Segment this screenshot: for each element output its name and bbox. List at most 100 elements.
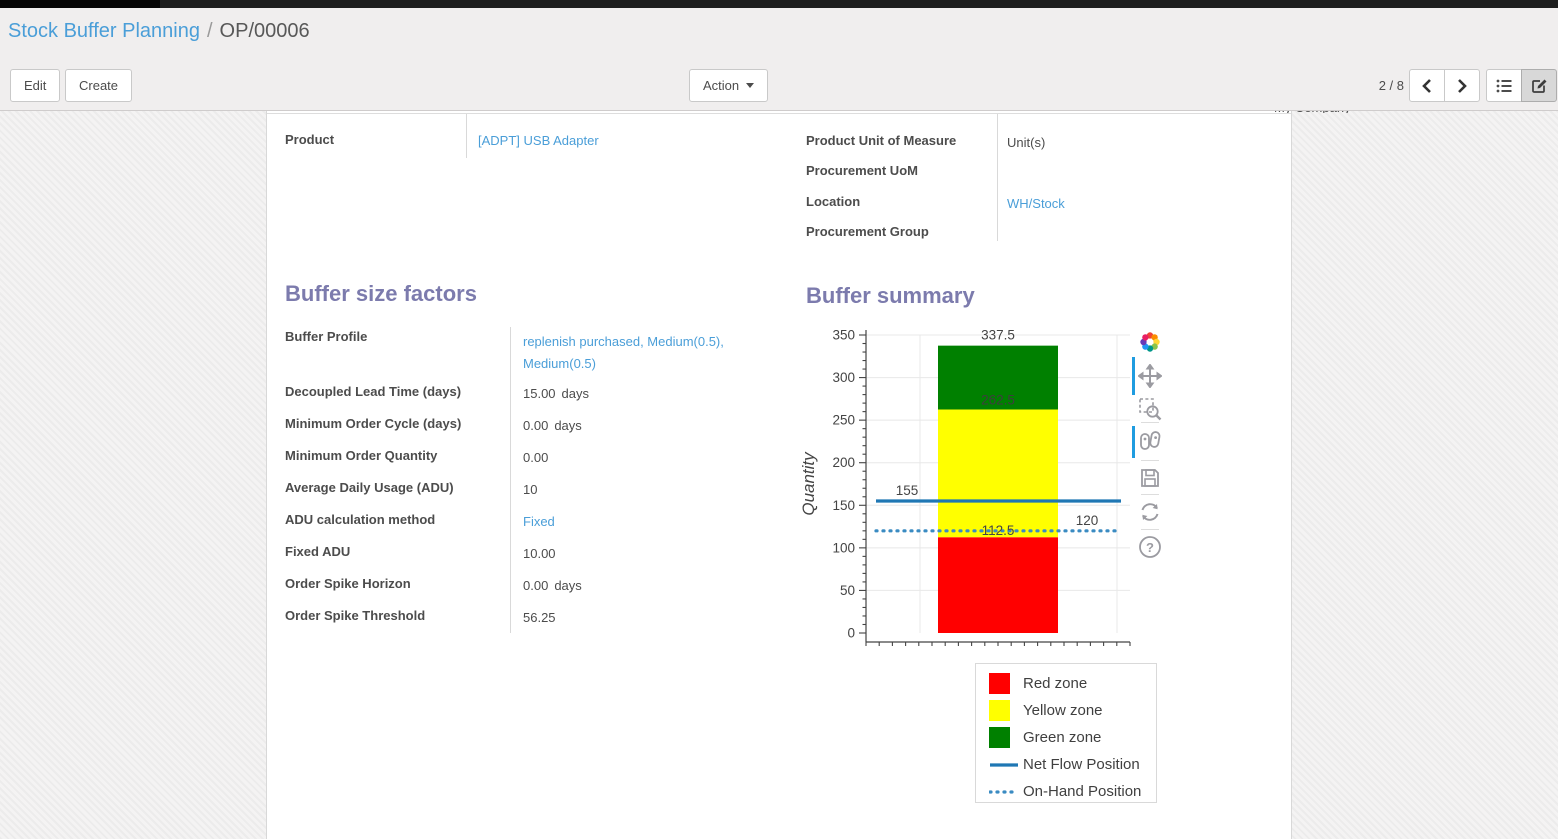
- form-view-button[interactable]: [1521, 69, 1557, 102]
- caret-down-icon: [746, 83, 755, 88]
- compare-hover-button[interactable]: [1137, 429, 1163, 455]
- legend-label: Yellow zone: [1023, 702, 1103, 719]
- field-label: Procurement UoM: [806, 163, 918, 178]
- breadcrumb-separator: /: [206, 20, 213, 42]
- clipped-row-remnant: My Company: [1274, 111, 1404, 113]
- field-value: 0.00: [523, 450, 549, 465]
- chart-value-label: 50: [840, 583, 855, 598]
- legend-label: Red zone: [1023, 675, 1088, 692]
- green-zone-bar: [938, 345, 1058, 410]
- reset-view-button[interactable]: [1137, 500, 1163, 526]
- field-label: Order Spike Threshold: [285, 608, 426, 623]
- field-unit: days: [554, 418, 582, 433]
- legend-swatch: [989, 700, 1023, 721]
- form-view-icon: [1531, 79, 1546, 93]
- chevron-right-icon: [1458, 78, 1467, 93]
- chart-value-label: 262.5: [981, 393, 1015, 408]
- chart-value-label: 120: [1076, 513, 1099, 528]
- top-bar-accent: [0, 0, 160, 8]
- plotly-logo-button[interactable]: [1137, 330, 1163, 356]
- modebar-divider: [1141, 460, 1159, 461]
- legend-swatch: [989, 673, 1023, 694]
- help-button[interactable]: ?: [1137, 535, 1163, 561]
- field-value: 0.00 days: [523, 418, 582, 433]
- buffer-summary-chart: 337.5 262.5 112.5 155 120 0 50 100 150 200 250 300 3…: [799, 328, 1131, 646]
- field-value-link[interactable]: replenish purchased, Medium(0.5), Medium…: [523, 334, 724, 371]
- field-label: Minimum Order Cycle (days): [285, 416, 462, 431]
- pager-previous-button[interactable]: [1409, 69, 1445, 102]
- view-switcher: [1486, 69, 1557, 102]
- field-label: Location: [806, 194, 861, 209]
- legend-swatch: [989, 727, 1023, 748]
- field-label: Procurement Group: [806, 224, 929, 239]
- field-value: 10: [523, 482, 538, 497]
- legend-item-red-zone[interactable]: Red zone: [976, 670, 1156, 697]
- pager-counter: 2 / 8: [1378, 78, 1404, 93]
- row-top-border: [267, 113, 1291, 114]
- buffer-summary-heading: Buffer summary: [806, 283, 975, 308]
- legend-swatch: [989, 761, 1023, 769]
- field-value-link[interactable]: Fixed: [523, 514, 555, 529]
- field-label: Product Unit of Measure: [806, 133, 957, 148]
- field-value-link[interactable]: WH/Stock: [1007, 196, 1065, 211]
- field-label: Buffer Profile: [285, 329, 368, 344]
- legend-swatch: [989, 788, 1023, 796]
- chart-legend: Red zone Yellow zone Green zone Net Flow Po…: [975, 663, 1157, 803]
- compare-data-icon: [1140, 431, 1161, 450]
- pager-next-button[interactable]: [1444, 69, 1480, 102]
- refresh-icon: [1141, 503, 1159, 521]
- field-label: Minimum Order Quantity: [285, 448, 438, 463]
- field-unit: days: [561, 386, 590, 401]
- chart-value-label: 350: [832, 328, 855, 343]
- product-group-separator: [466, 114, 467, 158]
- chart-value-label: 112.5: [982, 523, 1015, 538]
- modebar-active-indicator: [1132, 426, 1135, 458]
- save-chart-button[interactable]: [1137, 466, 1163, 492]
- field-value: Unit(s): [1007, 135, 1046, 150]
- chart-value-label: 0: [847, 626, 855, 641]
- breadcrumb-parent-link[interactable]: Stock Buffer Planning: [8, 20, 200, 42]
- list-view-button[interactable]: [1486, 69, 1522, 102]
- pager-buttons: [1409, 69, 1480, 102]
- chart-value-label: 250: [832, 413, 855, 428]
- legend-label: Net Flow Position: [1023, 756, 1140, 773]
- legend-item-net-flow-position[interactable]: Net Flow Position: [976, 751, 1156, 778]
- legend-item-green-zone[interactable]: Green zone: [976, 724, 1156, 751]
- pan-tool-button[interactable]: [1137, 363, 1163, 390]
- modebar-active-indicator: [1132, 357, 1135, 395]
- chart-value-label: 200: [832, 455, 855, 470]
- yellow-zone-bar: [938, 409, 1058, 538]
- box-zoom-button[interactable]: [1137, 397, 1163, 423]
- buffer-size-factors-heading: Buffer size factors: [285, 281, 477, 306]
- field-label: ADU calculation method: [285, 512, 436, 527]
- field-label: Average Daily Usage (ADU): [285, 480, 454, 495]
- factors-group-separator: [510, 327, 511, 633]
- legend-label: Green zone: [1023, 729, 1102, 746]
- action-dropdown-button[interactable]: Action: [689, 69, 769, 102]
- top-black-bar: [0, 0, 1558, 8]
- chart-value-label: 337.5: [981, 328, 1015, 343]
- legend-item-yellow-zone[interactable]: Yellow zone: [976, 697, 1156, 724]
- chart-value-label: 150: [832, 498, 855, 513]
- field-unit: days: [554, 578, 582, 593]
- field-label: Decoupled Lead Time (days): [285, 384, 462, 399]
- pan-icon: [1137, 363, 1163, 389]
- create-button[interactable]: Create: [65, 69, 133, 102]
- field-value: 10.00: [523, 546, 556, 561]
- plotly-logo-icon: [1140, 332, 1160, 352]
- chart-value-label: 300: [832, 370, 855, 385]
- chart-value-label: 155: [896, 483, 919, 498]
- legend-item-on-hand-position[interactable]: On-Hand Position: [976, 778, 1156, 805]
- field-value: 0.00 days: [523, 578, 582, 593]
- breadcrumb: Stock Buffer Planning / OP/00006: [8, 20, 310, 43]
- edit-button[interactable]: Edit: [10, 69, 61, 102]
- product-label: Product: [285, 132, 335, 147]
- legend-label: On-Hand Position: [1023, 783, 1142, 800]
- product-value-link[interactable]: [ADPT] USB Adapter: [478, 133, 599, 148]
- chevron-left-icon: [1422, 78, 1431, 93]
- form-background: My Company Product [ADPT] USB Adapter Pr…: [0, 111, 1558, 839]
- breadcrumb-current: OP/00006: [219, 20, 310, 42]
- chart-value-label: 100: [832, 540, 855, 555]
- field-label: Order Spike Horizon: [285, 576, 411, 591]
